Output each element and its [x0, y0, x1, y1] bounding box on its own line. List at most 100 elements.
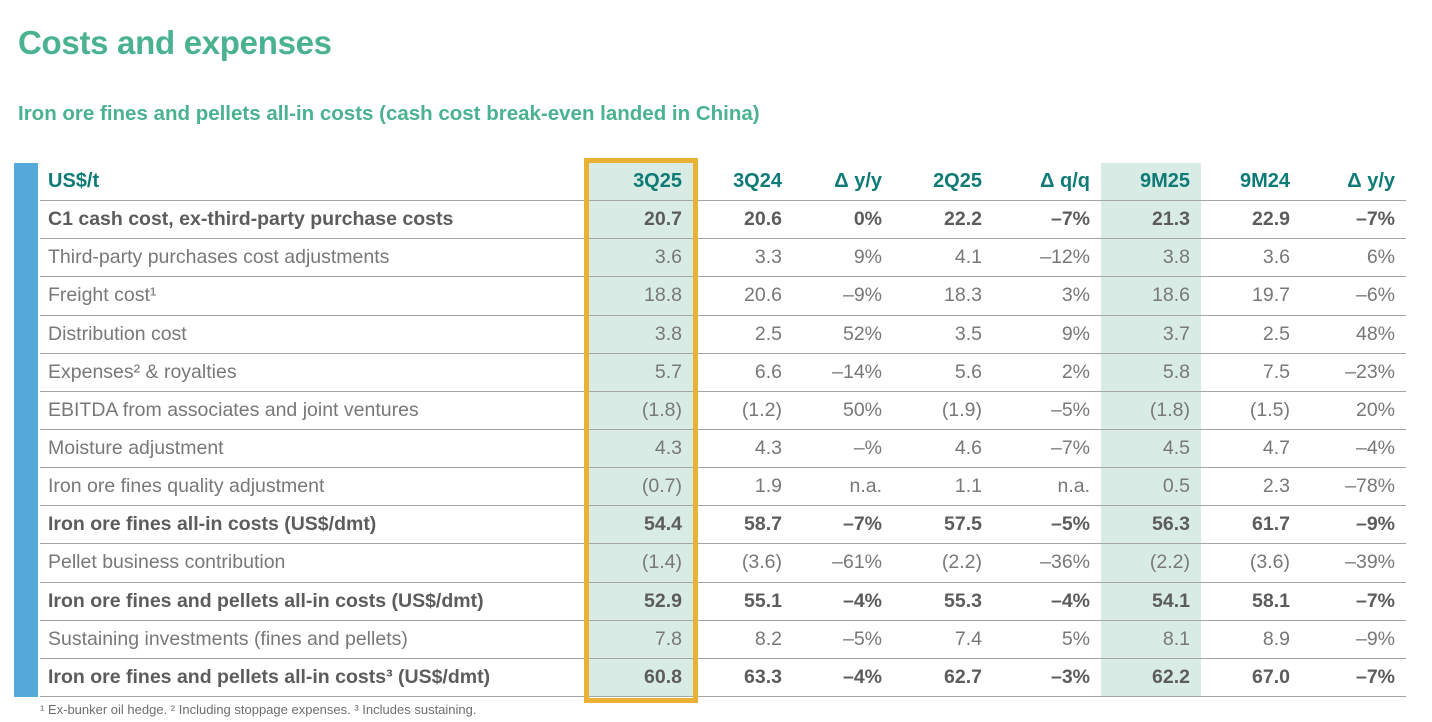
cell-9m25: 4.5 [1101, 429, 1201, 468]
cell-9m25: 62.2 [1101, 658, 1201, 696]
cell-delta-yy: 50% [842, 398, 882, 421]
header-delta-qq: Δ q/q [1040, 170, 1090, 193]
cell-3q25: (1.8) [589, 391, 693, 429]
cell-3q25: 3.6 [589, 239, 693, 277]
cell-9m24: (3.6) [1249, 551, 1290, 574]
table-row: EBITDA from associates and joint venture… [40, 391, 1406, 430]
cell-2q25: 5.6 [954, 360, 982, 383]
cell-delta-qq: 3% [1061, 284, 1090, 307]
cell-9m-delta-yy: 6% [1366, 246, 1395, 269]
cell-9m-delta-yy: –23% [1345, 360, 1395, 383]
cell-3q24: 55.1 [744, 589, 782, 612]
cell-9m24: 22.9 [1252, 208, 1290, 231]
cell-9m24: 2.3 [1262, 475, 1290, 498]
cell-delta-yy: –61% [832, 551, 882, 574]
cell-9m25: 8.1 [1101, 620, 1201, 658]
row-label: Moisture adjustment [48, 437, 224, 460]
cell-3q25: 52.9 [589, 582, 693, 620]
cell-3q25: 18.8 [589, 277, 693, 315]
header-9m24: 9M24 [1239, 170, 1290, 193]
cell-9m25: (2.2) [1101, 544, 1201, 582]
header-2q25: 2Q25 [933, 170, 982, 193]
table-subtitle: Iron ore fines and pellets all-in costs … [18, 102, 760, 125]
cell-delta-qq: 2% [1061, 360, 1090, 383]
cell-2q25: 57.5 [944, 513, 982, 536]
left-accent-bar [14, 163, 38, 697]
cell-delta-qq: –5% [1050, 398, 1090, 421]
header-9m25: 9M25 [1101, 163, 1201, 201]
cell-delta-yy: –4% [842, 589, 882, 612]
cell-9m24: (1.5) [1249, 398, 1290, 421]
table-row: Moisture adjustment 4.3 4.3 –% 4.6 –7% 4… [40, 429, 1406, 469]
cell-3q25: 3.8 [589, 315, 693, 353]
cell-2q25: 62.7 [944, 665, 982, 688]
cell-9m25: 56.3 [1101, 506, 1201, 544]
table-row: Distribution cost 3.8 2.5 52% 3.5 9% 3.7… [40, 315, 1406, 354]
cell-9m24: 67.0 [1252, 665, 1290, 688]
cell-2q25: 22.2 [944, 208, 982, 231]
cell-3q24: 2.5 [754, 322, 782, 345]
cell-2q25: (1.9) [941, 398, 982, 421]
cell-2q25: 4.1 [954, 246, 982, 269]
cell-3q25: 54.4 [589, 506, 693, 544]
cell-2q25: 7.4 [954, 627, 982, 650]
cell-3q25: 5.7 [589, 353, 693, 391]
cell-9m25: 5.8 [1101, 353, 1201, 391]
cell-delta-qq: n.a. [1057, 475, 1090, 498]
cell-delta-qq: –36% [1040, 551, 1090, 574]
cell-9m25: 21.3 [1101, 201, 1201, 239]
table-row: Sustaining investments (fines and pellet… [40, 620, 1406, 659]
row-label: Distribution cost [48, 322, 187, 345]
cell-3q24: 20.6 [744, 208, 782, 231]
cell-9m24: 2.5 [1262, 322, 1290, 345]
table-row: C1 cash cost, ex-third-party purchase co… [40, 201, 1406, 240]
cell-9m25: (1.8) [1101, 391, 1201, 429]
table-row: Freight cost¹ 18.8 20.6 –9% 18.3 3% 18.6… [40, 277, 1406, 316]
cell-delta-qq: –7% [1050, 437, 1090, 460]
cell-delta-qq: –5% [1050, 513, 1090, 536]
cell-3q24: 6.6 [754, 360, 782, 383]
row-label: Iron ore fines all-in costs (US$/dmt) [48, 513, 377, 536]
cell-9m-delta-yy: 48% [1355, 322, 1395, 345]
row-label: Iron ore fines and pellets all-in costs … [48, 589, 484, 612]
cell-delta-qq: –4% [1050, 589, 1090, 612]
cell-delta-yy: –4% [842, 665, 882, 688]
cell-9m24: 7.5 [1262, 360, 1290, 383]
cell-9m24: 58.1 [1252, 589, 1290, 612]
cell-3q24: 20.6 [744, 284, 782, 307]
cell-9m-delta-yy: –78% [1345, 475, 1395, 498]
table-row: Iron ore fines all-in costs (US$/dmt) 54… [40, 506, 1406, 545]
cell-2q25: 4.6 [954, 437, 982, 460]
cell-3q24: 63.3 [744, 665, 782, 688]
cell-delta-yy: 52% [842, 322, 882, 345]
cost-table: US$/t 3Q25 3Q24 Δ y/y 2Q25 Δ q/q 9M25 9M… [14, 158, 1406, 703]
cell-3q25: 4.3 [589, 429, 693, 468]
footnote: ¹ Ex-bunker oil hedge. ² Including stopp… [40, 702, 477, 717]
cell-9m24: 4.7 [1262, 437, 1290, 460]
cell-delta-yy: –5% [842, 627, 882, 650]
table-row: Third-party purchases cost adjustments 3… [40, 239, 1406, 278]
row-label: Pellet business contribution [48, 551, 286, 574]
table-row: Pellet business contribution (1.4) (3.6)… [40, 544, 1406, 583]
cell-delta-yy: –% [853, 437, 882, 460]
cell-3q24: 8.2 [754, 627, 782, 650]
cell-2q25: 3.5 [954, 322, 982, 345]
cell-9m-delta-yy: –7% [1355, 208, 1395, 231]
row-label: Expenses² & royalties [48, 360, 237, 383]
cell-2q25: 18.3 [944, 284, 982, 307]
cell-delta-qq: 5% [1061, 627, 1090, 650]
page-title: Costs and expenses [18, 24, 332, 61]
cell-delta-yy: –14% [832, 360, 882, 383]
header-3q24: 3Q24 [733, 170, 782, 193]
cell-9m25: 3.8 [1101, 239, 1201, 277]
row-label: EBITDA from associates and joint venture… [48, 398, 419, 421]
cell-9m25: 54.1 [1101, 582, 1201, 620]
table-row: Expenses² & royalties 5.7 6.6 –14% 5.6 2… [40, 353, 1406, 392]
row-label: Sustaining investments (fines and pellet… [48, 627, 408, 650]
cell-9m-delta-yy: –6% [1355, 284, 1395, 307]
cell-delta-yy: 0% [853, 208, 882, 231]
cell-9m24: 8.9 [1262, 627, 1290, 650]
row-label: Iron ore fines and pellets all-in costs³… [48, 665, 491, 688]
header-3q25: 3Q25 [589, 163, 693, 201]
cell-3q24: 58.7 [744, 513, 782, 536]
